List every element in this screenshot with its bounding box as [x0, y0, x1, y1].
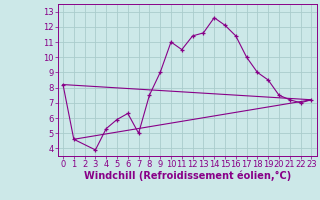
X-axis label: Windchill (Refroidissement éolien,°C): Windchill (Refroidissement éolien,°C) — [84, 171, 291, 181]
